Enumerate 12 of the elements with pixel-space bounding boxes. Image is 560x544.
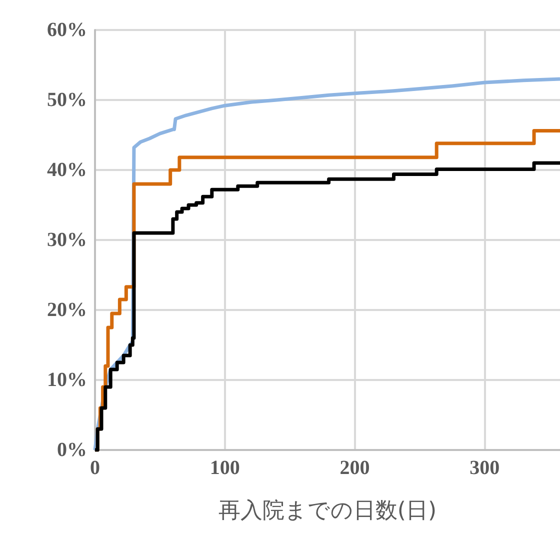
y-tick-label: 0%: [57, 439, 87, 461]
y-tick-label: 30%: [47, 229, 87, 251]
x-tick-label: 100: [210, 457, 240, 479]
x-tick-label: 0: [90, 457, 100, 479]
y-tick-label: 50%: [47, 89, 87, 111]
x-axis-title: 再入院までの日数(日): [218, 498, 437, 524]
x-tick-label: 300: [470, 457, 500, 479]
y-tick-label: 40%: [47, 159, 87, 181]
y-tick-label: 20%: [47, 299, 87, 321]
x-tick-label: 200: [340, 457, 370, 479]
y-tick-label: 60%: [47, 19, 87, 41]
y-tick-label: 10%: [47, 369, 87, 391]
